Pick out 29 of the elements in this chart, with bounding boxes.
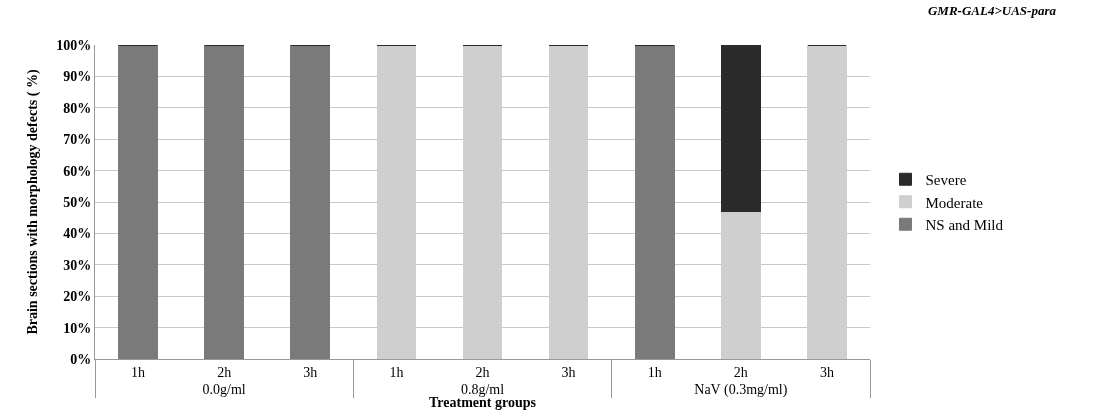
x-tick-label: 2h [733, 364, 748, 380]
y-tick-label: 90% [63, 69, 92, 85]
y-tick-label: 70% [63, 132, 92, 148]
x-tick-label: 3h [303, 364, 318, 380]
y-tick-label: 60% [63, 163, 92, 179]
x-tick-label: 3h [561, 364, 576, 380]
y-tick-label: 20% [63, 289, 92, 305]
text: 0.8g/ml [460, 381, 505, 397]
legend-label: NS and Mild [925, 217, 1004, 234]
y-tick-label: 40% [63, 226, 92, 242]
x-axis-title: Treatment groups [429, 395, 537, 411]
y-axis-title: Brain sections with morphology defects ( %) [24, 69, 41, 335]
y-tick-label: 100% [56, 37, 92, 53]
text: GMR-GAL4>UAS-para [927, 3, 1057, 19]
x-tick-label: 2h [217, 364, 232, 380]
x-tick-label: 3h [819, 364, 834, 380]
legend-label: Moderate [925, 194, 984, 211]
y-tick-label: 10% [63, 320, 92, 336]
x-tick-label: 1h [131, 364, 146, 380]
x-tick-label: 1h [389, 364, 404, 380]
y-tick-label: 80% [63, 100, 92, 116]
legend-label: Severe [925, 172, 967, 189]
text: NaV (0.3mg/ml) [694, 381, 788, 398]
y-tick-label: 0% [70, 351, 92, 367]
y-tick-label: 30% [63, 257, 92, 273]
x-tick-label: 1h [647, 364, 662, 380]
text: 0.0g/ml [202, 381, 246, 397]
x-tick-label: 2h [475, 364, 490, 380]
y-tick-label: 50% [63, 194, 92, 210]
